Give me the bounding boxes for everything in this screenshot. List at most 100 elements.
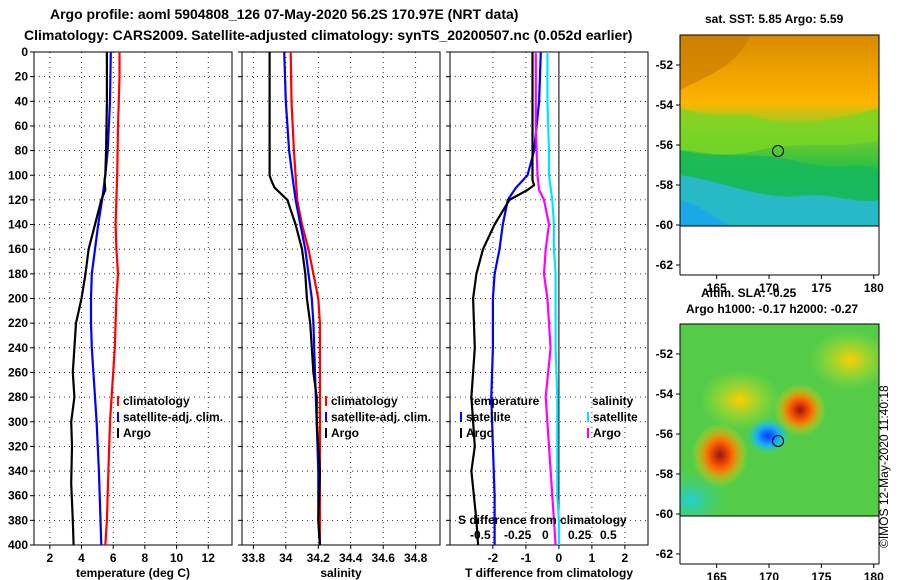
- salinity-xtick-label: 34: [279, 551, 293, 565]
- depth-tick-label: 120: [8, 193, 28, 207]
- sst-map-title: sat. SST: 5.85 Argo: 5.59: [705, 12, 844, 26]
- salinity-diff-tick-label: -0.5: [470, 528, 491, 542]
- map-lon-label: 175: [811, 281, 831, 295]
- depth-tick-label: 240: [8, 341, 28, 355]
- depth-tick-label: 260: [8, 365, 28, 379]
- map-lon-label: 165: [707, 570, 727, 580]
- salinity-diff-tick-label: 0: [542, 528, 549, 542]
- salinity-plot-frame: [241, 51, 441, 546]
- depth-tick-label: 400: [8, 538, 28, 552]
- temperature-legend-item: satellite-adj. clim.: [123, 410, 223, 424]
- temperature-xtick-label: 4: [78, 551, 85, 565]
- temperature-xtick-label: 2: [46, 551, 53, 565]
- sla-map-title-line2: Argo h1000: -0.17 h2000: -0.27: [686, 302, 858, 316]
- salinity-legend-item: satellite-adj. clim.: [331, 410, 431, 424]
- differences-x-axis-label: T difference from climatology: [465, 566, 633, 580]
- depth-tick-label: 80: [15, 144, 29, 158]
- salinity-xtick-label: 34.8: [404, 551, 428, 565]
- diff-legend-salinity-item: Argo: [593, 426, 621, 440]
- depth-tick-label: 100: [8, 168, 28, 182]
- depth-tick-label: 140: [8, 218, 28, 232]
- imos-watermark: ©IMOS 12-May-2020 11:40:18: [877, 385, 891, 548]
- sla-map: Altim. SLA: -0.25 Argo h1000: -0.17 h200…: [656, 286, 884, 580]
- map-lat-label: -56: [656, 138, 674, 152]
- sst-field: [680, 35, 879, 226]
- temperature-legend-item: climatology: [123, 394, 190, 408]
- sla-map-axes: -52 -54 -56 -58 -60 -62 165 170 175 180: [656, 324, 884, 580]
- differences-xtick-label: 1: [589, 551, 596, 565]
- salinity-legend-item: climatology: [331, 394, 398, 408]
- depth-tick-label: 60: [15, 119, 29, 133]
- panel-differences: -2 -1 0 1 2T difference from climatology temp…: [446, 51, 649, 580]
- depth-tick-label: 380: [8, 513, 28, 527]
- differences-series-salinity-argo: [534, 52, 557, 546]
- differences-xtick-label: 2: [622, 551, 629, 565]
- temperature-legend-item: Argo: [123, 426, 151, 440]
- sst-profile-marker: [772, 145, 784, 157]
- temperature-xtick-label: 10: [170, 551, 184, 565]
- map-lat-label: -52: [656, 347, 674, 361]
- sst-map: sat. SST: 5.85 Argo: 5.59 -52 -54 -56 -58 -6…: [656, 12, 884, 295]
- depth-tick-label: 180: [8, 267, 28, 281]
- diff-legend-temperature-title: temperature: [470, 394, 540, 408]
- header-line-1: Argo profile: aoml 5904808_126 07-May-20…: [50, 6, 519, 22]
- salinity-diff-axis-title: S difference from climatology: [458, 513, 627, 527]
- depth-tick-label: 200: [8, 292, 28, 306]
- depth-tick-label: 160: [8, 242, 28, 256]
- salinity-diff-tick-label: 0.25: [568, 528, 592, 542]
- map-lat-label: -52: [656, 58, 674, 72]
- differences-series-salinity-satellite: [546, 52, 561, 545]
- map-lon-label: 170: [759, 281, 779, 295]
- map-lon-label: 170: [759, 570, 779, 580]
- diff-legend-temperature-item: Argo: [466, 426, 494, 440]
- diff-legend-salinity-title: salinity: [592, 394, 634, 408]
- map-lat-label: -58: [656, 467, 674, 481]
- differences-xtick-label: 0: [556, 551, 563, 565]
- salinity-xtick-label: 34.6: [372, 551, 396, 565]
- header-line-2: Climatology: CARS2009. Satellite-adjuste…: [24, 27, 633, 43]
- depth-tick-label: 40: [15, 94, 29, 108]
- salinity-legend-item: Argo: [331, 426, 359, 440]
- map-lat-label: -62: [656, 258, 674, 272]
- temperature-xtick-label: 12: [202, 551, 216, 565]
- sla-field: [680, 324, 879, 516]
- diff-legend-salinity-item: satellite: [593, 410, 638, 424]
- temperature-x-axis-label: temperature (deg C): [76, 566, 190, 580]
- depth-tick-label: 300: [8, 415, 28, 429]
- salinity-x-axis-label: salinity: [320, 566, 362, 580]
- sst-map-axes: -52 -54 -56 -58 -60 -62 165 170 175 180: [656, 35, 884, 295]
- depth-tick-label: 280: [8, 390, 28, 404]
- depth-tick-label: 20: [15, 70, 29, 84]
- differences-xtick-label: -2: [488, 551, 499, 565]
- salinity-xtick-label: 34.4: [339, 551, 363, 565]
- temperature-series-climatology: [104, 52, 121, 546]
- sla-profile-marker: [772, 435, 784, 447]
- depth-tick-label: 0: [21, 45, 28, 59]
- depth-tick-label: 320: [8, 439, 28, 453]
- depth-tick-label: 360: [8, 489, 28, 503]
- panel-temperature: 0 20 40 60 80 100 120 140 160 180 200 220 240 260 280 3…: [8, 45, 233, 580]
- salinity-series-argo: [268, 52, 321, 546]
- map-lon-label: 180: [864, 570, 884, 580]
- salinity-xtick-label: 34.2: [307, 551, 331, 565]
- salinity-diff-tick-label: -0.25: [504, 528, 532, 542]
- profile-panels: 0204060801001201401601802002202402602803…: [8, 45, 649, 580]
- diff-legend-temperature-item: satellite: [466, 410, 511, 424]
- differences-xtick-label: -1: [521, 551, 532, 565]
- temperature-xtick-label: 6: [110, 551, 117, 565]
- panel-salinity: 33.8 34 34.2 34.4 34.6 34.8 salinity climatolog…: [238, 51, 441, 580]
- map-lon-label: 180: [864, 281, 884, 295]
- map-lat-label: -60: [656, 218, 674, 232]
- sla-map-title-line1: Altim. SLA: -0.25: [701, 286, 797, 300]
- differences-series-temperature-satellite: [490, 51, 542, 545]
- differences-series-temperature-argo: [470, 52, 536, 546]
- map-lat-label: -58: [656, 178, 674, 192]
- temperature-series-argo: [70, 52, 109, 546]
- depth-tick-label: 220: [8, 316, 28, 330]
- map-lon-label: 175: [811, 570, 831, 580]
- map-lat-label: -54: [656, 387, 674, 401]
- temperature-plot-frame: [33, 51, 233, 546]
- map-lon-label: 165: [707, 281, 727, 295]
- salinity-diff-tick-label: 0.5: [600, 528, 617, 542]
